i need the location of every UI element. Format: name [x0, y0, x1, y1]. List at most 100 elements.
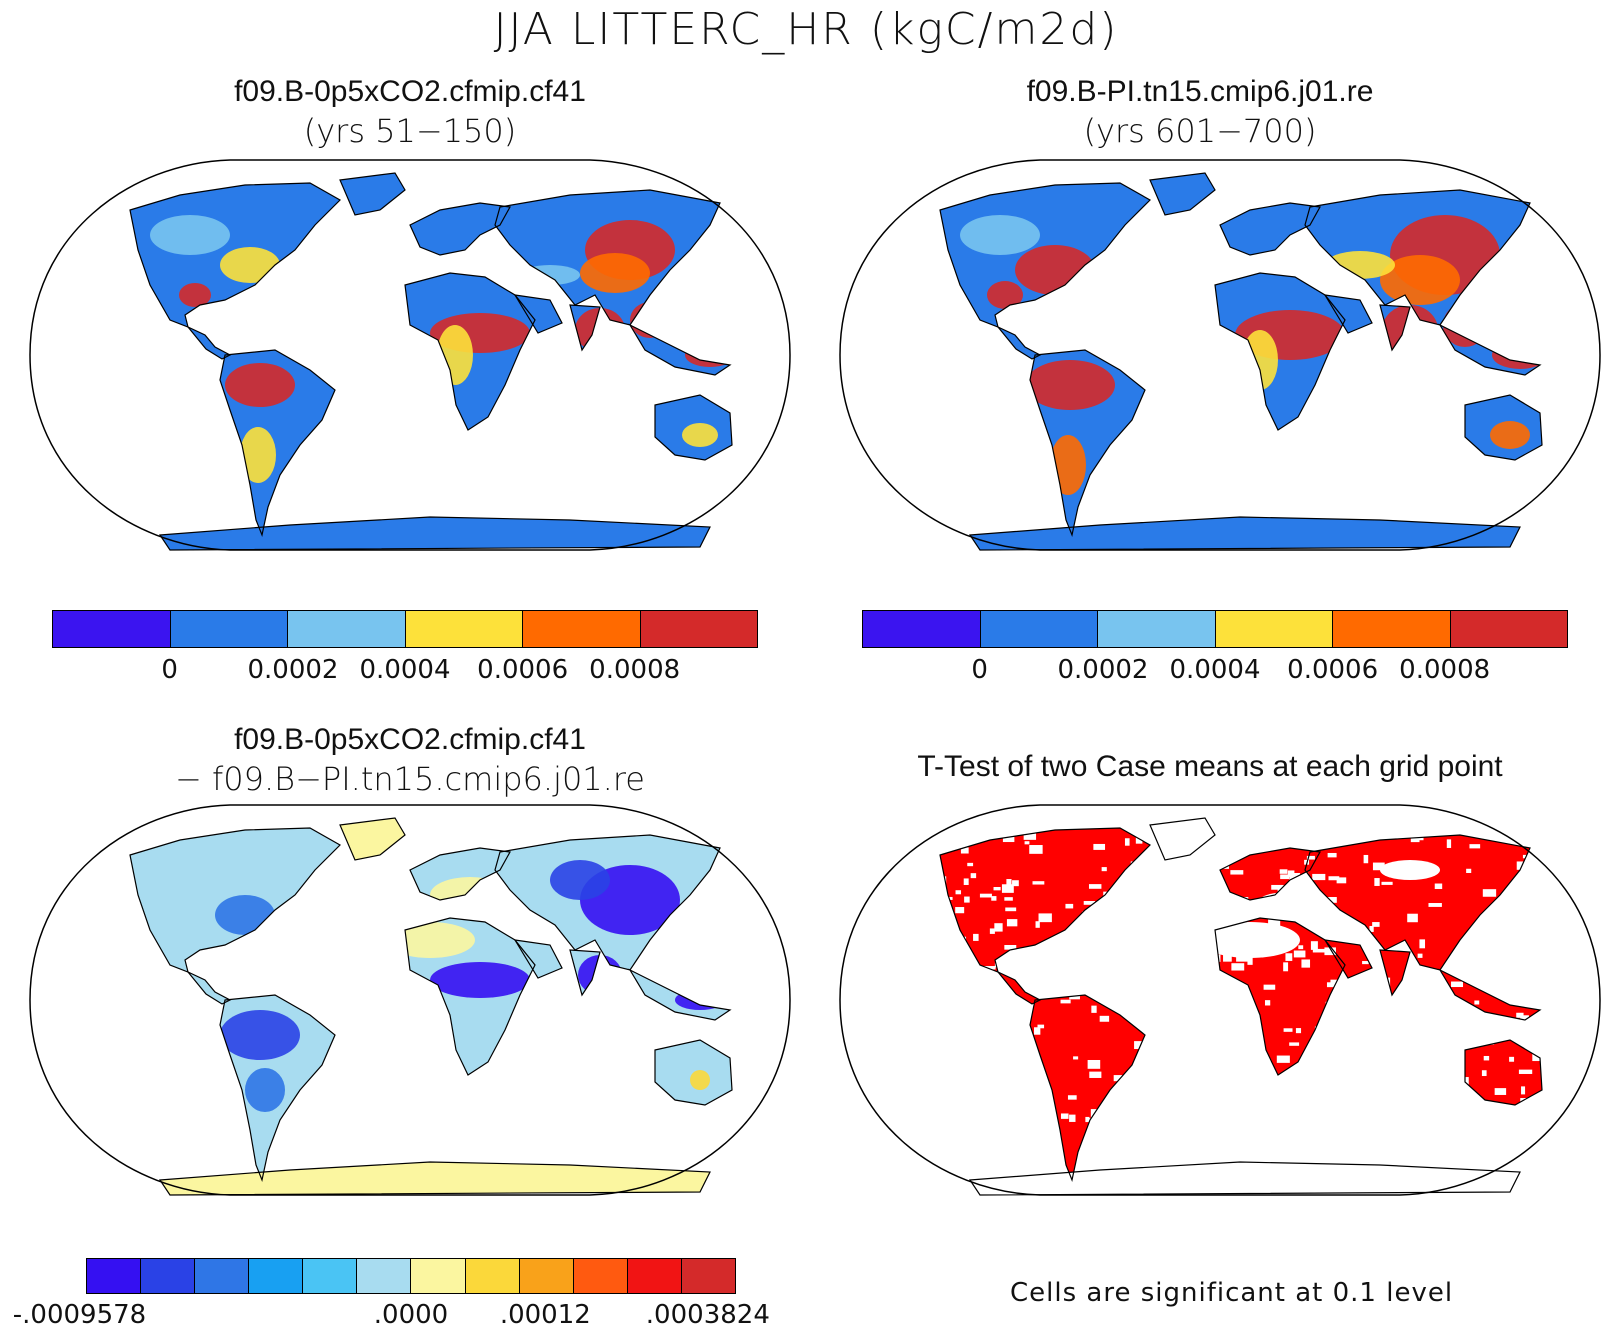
insignificant-cell	[1451, 981, 1464, 988]
map-top-left	[29, 159, 791, 551]
insignificant-cell	[960, 847, 969, 854]
insignificant-cell	[1381, 881, 1393, 885]
insignificant-cell	[1069, 1114, 1076, 1122]
insignificant-cell	[1089, 1071, 1102, 1078]
insignificant-cell	[1035, 921, 1040, 928]
colorbar-tick-label: .0003824	[645, 1300, 770, 1330]
insignificant-cell	[1279, 869, 1288, 874]
colorbar-swatch	[249, 1259, 304, 1293]
insignificant-cell	[967, 862, 974, 867]
insignificant-cell	[1099, 1015, 1110, 1022]
map-bottom-right	[839, 804, 1601, 1196]
colorbar-swatch	[411, 1259, 466, 1293]
insignificant-cell	[1363, 854, 1369, 864]
insignificant-cell	[1481, 1070, 1487, 1077]
insignificant-cell	[1060, 999, 1071, 1004]
land-centralAmerica	[998, 327, 1040, 359]
insignificant-cell	[1038, 913, 1052, 923]
insignificant-cell	[1518, 1069, 1533, 1074]
map-field-patch	[1380, 255, 1460, 305]
map-field-patch	[179, 283, 211, 307]
colorbar-swatch	[288, 611, 406, 647]
colorbar-tick-label: 0.0004	[1169, 655, 1261, 685]
colorbar-swatch	[681, 1259, 735, 1293]
colorbar-swatch	[519, 1259, 574, 1293]
colorbar-swatch	[573, 1259, 628, 1293]
insignificant-cell	[1264, 1000, 1271, 1006]
insignificant-cell	[1372, 862, 1385, 871]
insignificant-cell	[1134, 1041, 1144, 1050]
insignificant-region	[1380, 860, 1440, 880]
insignificant-cell	[1324, 947, 1336, 956]
insignificant-cell	[1263, 984, 1276, 990]
colorbar-tick-label: 0.0002	[247, 655, 339, 685]
insignificant-cell	[1526, 831, 1532, 839]
insignificant-cell	[1087, 1059, 1101, 1069]
insignificant-cell	[1417, 953, 1423, 958]
land-europe	[1220, 848, 1320, 900]
colorbar-swatch	[303, 1259, 358, 1293]
insignificant-cell	[1312, 948, 1326, 953]
insignificant-cell	[1113, 1075, 1123, 1082]
insignificant-cell	[1532, 1053, 1542, 1062]
colorbar-swatch	[863, 611, 981, 647]
insignificant-cell	[1474, 1000, 1480, 1005]
insignificant-cell	[1466, 868, 1472, 873]
map-bottom-left-content	[29, 804, 791, 1196]
colorbar-bottom-left	[86, 1258, 736, 1294]
insignificant-cell	[1521, 1086, 1526, 1095]
insignificant-cell	[993, 886, 1001, 891]
colorbar-swatch	[195, 1259, 250, 1293]
map-bottom-left	[29, 804, 791, 1196]
colorbar-top-right	[862, 610, 1568, 648]
insignificant-cell	[1024, 841, 1030, 845]
insignificant-cell	[984, 966, 996, 970]
map-field-patch	[220, 247, 280, 283]
insignificant-cell	[1306, 855, 1315, 860]
insignificant-cell	[1482, 889, 1497, 897]
panel-top-right-subtitle: (yrs 601−700)	[1083, 112, 1317, 150]
panel-bottom-left-title: f09.B-0p5xCO2.cfmip.cf41	[234, 723, 586, 756]
map-field-patch	[225, 363, 295, 407]
insignificant-cell	[1230, 870, 1244, 875]
insignificant-cell	[1004, 945, 1017, 950]
insignificant-cell	[1006, 919, 1018, 927]
insignificant-cell	[979, 893, 992, 898]
map-field-patch	[1025, 360, 1115, 410]
map-field-patch	[150, 215, 230, 255]
land-antarctica	[970, 517, 1520, 550]
colorbar-swatch	[53, 611, 171, 647]
insignificant-cell	[1037, 1024, 1045, 1029]
colorbar-swatch	[170, 611, 288, 647]
insignificant-cell	[1336, 877, 1347, 884]
map-top-right-content	[839, 159, 1601, 551]
panel-top-left-subtitle: (yrs 51−150)	[303, 112, 517, 150]
map-field-patch	[240, 427, 276, 483]
map-field-patch	[580, 253, 650, 293]
insignificant-cell	[955, 890, 962, 895]
insignificant-cell	[1483, 1055, 1490, 1061]
colorbar-swatch	[1215, 611, 1333, 647]
panel-top-right-title: f09.B-PI.tn15.cmip6.j01.re	[1026, 75, 1374, 108]
land-europe	[410, 203, 510, 255]
map-field-patch	[682, 423, 718, 447]
insignificant-cell	[1271, 884, 1284, 890]
land-greenland	[1150, 173, 1215, 215]
insignificant-cell	[1023, 830, 1037, 840]
insignificant-cell	[973, 933, 979, 941]
colorbar-tick-label: 0.0006	[1287, 655, 1379, 685]
insignificant-cell	[1434, 883, 1443, 890]
colorbar-tick-label: 0	[971, 655, 988, 685]
colorbar-swatch	[627, 1259, 682, 1293]
insignificant-cell	[1005, 907, 1017, 912]
colorbar-swatch	[1333, 611, 1451, 647]
map-top-right	[839, 159, 1601, 551]
insignificant-cell	[1223, 952, 1232, 962]
map-border	[29, 159, 791, 551]
insignificant-cell	[1283, 962, 1289, 972]
insignificant-cell	[1135, 835, 1143, 844]
colorbar-tick-label: 0.0002	[1057, 655, 1149, 685]
insignificant-cell	[1124, 838, 1130, 846]
land-antarctica	[160, 1162, 710, 1195]
map-field-patch	[430, 962, 530, 998]
